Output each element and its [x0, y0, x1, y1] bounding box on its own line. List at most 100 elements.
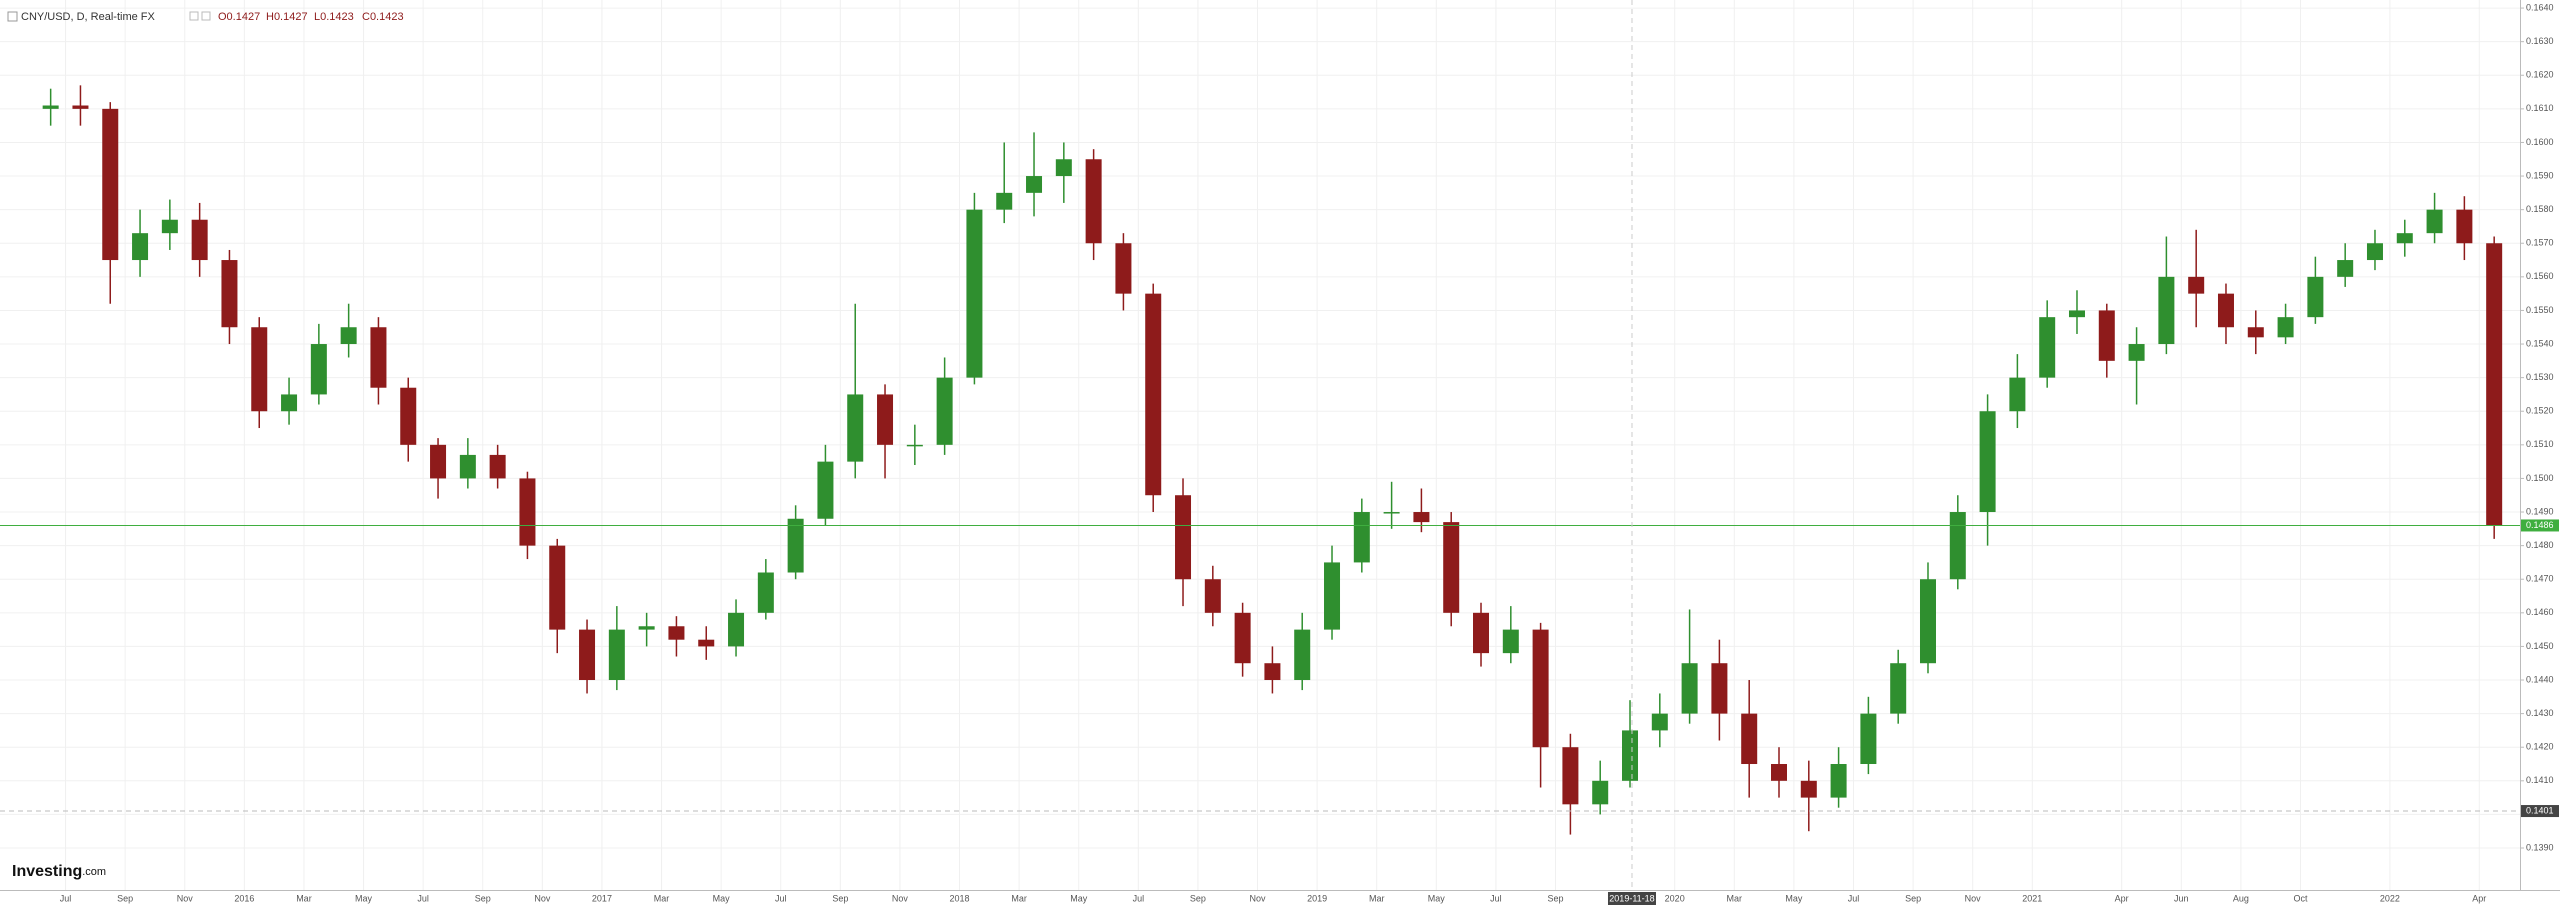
- candle-body: [787, 518, 804, 573]
- candle-body: [340, 327, 357, 345]
- x-tick-label: Sep: [1190, 893, 1206, 903]
- candle-body: [1711, 663, 1728, 714]
- y-tick-label: 0.1610: [2526, 103, 2554, 113]
- ohlc-value: L0.1423: [314, 11, 354, 23]
- candle-body: [191, 219, 208, 261]
- ohlc-value: C0.1423: [362, 11, 404, 23]
- x-tick-label: May: [1785, 893, 1803, 903]
- y-tick-label: 0.1390: [2526, 842, 2554, 852]
- candle-body: [1204, 579, 1221, 613]
- candle-body: [2396, 233, 2413, 244]
- ohlc-value: O0.1427: [218, 11, 260, 23]
- y-tick-label: 0.1560: [2526, 271, 2554, 281]
- y-tick-label: 0.1630: [2526, 36, 2554, 46]
- candle-body: [310, 344, 327, 395]
- candle-body: [2009, 377, 2026, 412]
- crosshair-date-label: 2019-11-18: [1609, 893, 1654, 903]
- y-tick-label: 0.1550: [2526, 305, 2554, 315]
- candle-body: [638, 626, 655, 630]
- x-tick-label: Nov: [892, 893, 909, 903]
- candle-body: [2217, 293, 2234, 328]
- candle-body: [1979, 411, 1996, 513]
- candle-body: [1741, 713, 1758, 765]
- candle-body: [1532, 629, 1549, 748]
- y-tick-label: 0.1420: [2526, 742, 2554, 752]
- icon[interactable]: [189, 11, 199, 21]
- logo-suffix: .com: [82, 866, 106, 878]
- candle-body: [2277, 317, 2294, 338]
- candle-body: [1324, 562, 1341, 630]
- x-tick-label: Sep: [117, 893, 133, 903]
- x-tick-label: 2022: [2380, 893, 2400, 903]
- candle-body: [1413, 512, 1430, 523]
- x-tick-label: Mar: [1727, 893, 1743, 903]
- x-tick-label: Nov: [534, 893, 551, 903]
- candle-body: [2456, 209, 2473, 244]
- y-tick-label: 0.1440: [2526, 674, 2554, 684]
- x-tick-label: Jul: [417, 893, 429, 903]
- y-tick-label: 0.1450: [2526, 641, 2554, 651]
- x-tick-label: 2018: [950, 893, 970, 903]
- candle-body: [549, 545, 566, 630]
- candle-body: [489, 454, 506, 479]
- x-tick-label: Jul: [1848, 893, 1860, 903]
- candle-body: [459, 454, 476, 479]
- candle-body: [1443, 522, 1460, 613]
- candle-body: [996, 192, 1013, 210]
- last-price-tag: [2521, 519, 2559, 532]
- y-tick-label: 0.1570: [2526, 238, 2554, 248]
- candle-body: [2337, 260, 2354, 277]
- y-tick-label: 0.1640: [2526, 2, 2554, 12]
- x-tick-label: Sep: [1547, 893, 1563, 903]
- y-tick-label: 0.1580: [2526, 204, 2554, 214]
- candle-body: [1562, 747, 1579, 805]
- candle-body: [847, 394, 864, 462]
- y-tick-label: 0.1480: [2526, 540, 2554, 550]
- x-tick-label: Nov: [1250, 893, 1267, 903]
- candle-body: [1473, 612, 1490, 654]
- y-tick-label: 0.1410: [2526, 775, 2554, 785]
- x-tick-label: Sep: [1905, 893, 1921, 903]
- candle-body: [936, 377, 953, 445]
- candle-body: [400, 387, 417, 445]
- x-tick-label: May: [1070, 893, 1088, 903]
- collapse-icon[interactable]: [7, 11, 18, 22]
- x-tick-label: Apr: [2115, 893, 2129, 903]
- crosshair-price-tag: [2521, 805, 2559, 818]
- candle-body: [2128, 344, 2145, 361]
- candle-body: [281, 394, 298, 412]
- candle-body: [370, 327, 387, 388]
- x-tick-label: 2021: [2022, 893, 2042, 903]
- candle-body: [757, 572, 774, 613]
- candle-body: [1800, 780, 1817, 798]
- x-tick-label: Nov: [1965, 893, 1982, 903]
- candle-body: [906, 444, 923, 447]
- y-tick-label: 0.1590: [2526, 170, 2554, 180]
- y-tick-label: 0.1500: [2526, 473, 2554, 483]
- icon[interactable]: [201, 11, 211, 21]
- candle-body: [430, 444, 447, 479]
- candle-body: [1651, 713, 1668, 731]
- x-tick-label: Mar: [1011, 893, 1027, 903]
- x-tick-label: 2016: [234, 893, 254, 903]
- x-tick-label: Jun: [2174, 893, 2189, 903]
- candle-body: [1145, 293, 1162, 496]
- x-tick-label: 2017: [592, 893, 612, 903]
- x-tick-label: Oct: [2293, 893, 2308, 903]
- y-tick-label: 0.1540: [2526, 338, 2554, 348]
- x-tick-label: Nov: [177, 893, 194, 903]
- y-tick-label: 0.1430: [2526, 708, 2554, 718]
- ohlc-legend: O0.1427 H0.1427 L0.1423 C0.1423: [218, 11, 404, 23]
- x-tick-label: Mar: [1369, 893, 1385, 903]
- candle-body: [2098, 310, 2115, 361]
- candle-body: [966, 209, 983, 378]
- logo: Investing.com: [12, 863, 106, 880]
- candle-body: [1622, 730, 1639, 781]
- candle-body: [1264, 663, 1281, 681]
- candles: [42, 85, 2503, 835]
- x-tick-label: Jul: [775, 893, 787, 903]
- x-tick-label: Jul: [60, 893, 72, 903]
- candle-body: [698, 639, 715, 647]
